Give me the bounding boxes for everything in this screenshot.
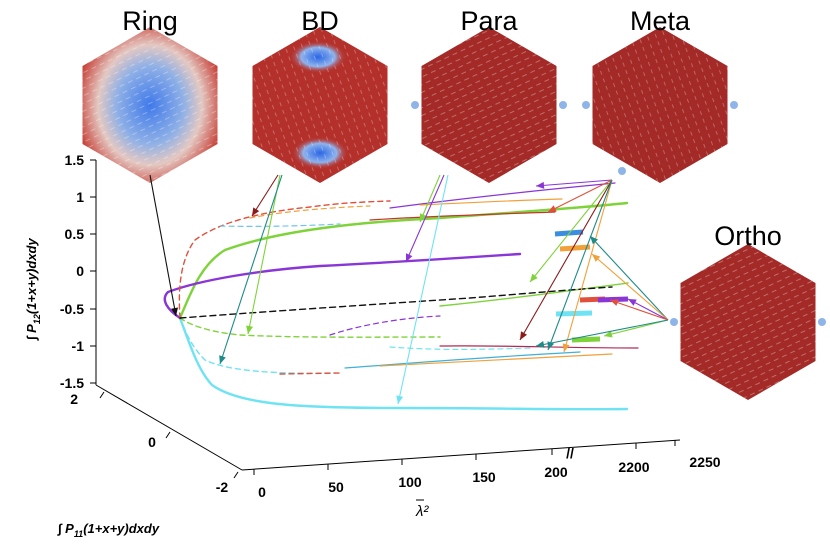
x-tick-label: 200 [544,464,568,480]
arrow [396,174,449,405]
hexagon-texture [592,27,728,183]
x-tick-label: 100 [398,474,422,490]
series-black-dashed [179,286,613,319]
series-cyan-upper-dashed [389,346,531,350]
arrow [627,298,669,321]
series-cyan-dashed [179,317,336,374]
x-tick-label: 150 [472,469,496,485]
z-tick-label: -1 [72,338,85,354]
corner-defect [559,101,567,109]
corner-defect [730,101,738,109]
series-cyan-dashed-upper [219,223,341,227]
z-tick-label: 0 [76,263,84,279]
series-green-dashed [179,317,441,338]
hexagon-panels [82,27,826,400]
arrow [405,174,445,263]
branches [163,182,639,411]
arrow [547,179,613,213]
panel-title-ring: Ring [122,6,178,36]
series-red-lower [439,345,639,349]
arrow [529,179,613,283]
z-tick-label: -0.5 [60,301,84,317]
arrow [246,174,281,335]
axes [90,159,681,479]
arrow [562,179,613,353]
arrow [149,174,178,317]
y-tick-labels: 2 0 -2 [70,391,228,495]
arrow [419,174,441,223]
x-tick-label: 2250 [689,454,720,470]
x-tick-label: 0 [258,484,266,500]
segments [554,229,629,343]
z-axis-label: ∫ P12(1+x+y)dxdy [24,237,42,341]
arrow [603,319,669,338]
y-axis-line [95,384,243,471]
hexagon-texture [252,27,388,183]
arrows [149,174,669,405]
panel-title-bd: BD [301,6,339,36]
hexagon-meta [582,27,738,183]
z-tick-label: 1 [76,189,84,205]
corner-defect [670,318,678,326]
series-green-right [439,282,629,307]
segment-green [571,336,601,343]
hexagon-para [411,27,567,183]
series-cyan-solid [178,316,629,411]
series-red-dashed-upper [178,200,391,319]
x-tick-label: 2200 [618,459,649,475]
y-tick-label: 0 [148,434,156,450]
z-axis-ticks [90,159,96,384]
series-purple-upper [389,182,616,209]
z-tick-label: -1.5 [60,375,84,391]
x-tick-labels: 0 50 100 150 200 2200 2250 // [258,445,721,500]
panel-title-meta: Meta [630,6,691,36]
corner-defect [411,101,419,109]
series-cyan-dashed-red [279,372,341,375]
hexagon-texture [82,27,218,183]
series-purple-dashed [329,315,441,336]
corner-defect [818,318,826,326]
corner-defect [618,167,626,175]
panel-title-ortho: Ortho [714,221,782,251]
series-cyan-upper-solid [344,351,581,369]
arrow [547,179,613,351]
x-axis-label: λ² [415,503,429,520]
series-orange-upper [419,198,563,206]
x-axis-line [241,439,681,471]
z-tick-label: 0.5 [65,226,85,242]
x-axis-ticks [253,440,676,475]
arrow [519,179,613,341]
y-tick-label: 2 [70,391,78,407]
panel-titles: Ring BD Para Meta Ortho [122,6,782,251]
x-tick-label: 50 [328,479,344,495]
hexagon-texture [680,244,816,400]
arrow [535,319,669,348]
series-orange-dashed [249,205,371,219]
arrow [589,235,669,321]
arrow [535,179,613,189]
y-tick-label: -2 [216,479,229,495]
arrow [251,174,279,217]
panel-title-para: Para [460,6,518,36]
series-red-upper [369,211,556,221]
series-orange-lower [379,353,613,367]
arrow [219,174,283,365]
hexagon-ring [82,27,218,183]
arrow [609,299,669,321]
arrow [591,253,669,321]
series-purple-solid [163,252,522,320]
hexagon-texture [421,27,557,183]
y-axis-label: ∫ P11(1+x+y)dxdy [57,521,160,539]
z-tick-label: 1.5 [65,152,85,168]
x-axis-break: // [566,445,574,461]
hexagon-ortho [670,244,826,400]
corner-defect [582,101,590,109]
z-tick-labels: 1.5 1 0.5 0 -0.5 -1 -1.5 [60,152,84,391]
segment-orange [559,244,591,252]
hexagon-bd [252,27,388,183]
y-axis-ticks [99,391,239,479]
segment-purple [597,296,629,303]
